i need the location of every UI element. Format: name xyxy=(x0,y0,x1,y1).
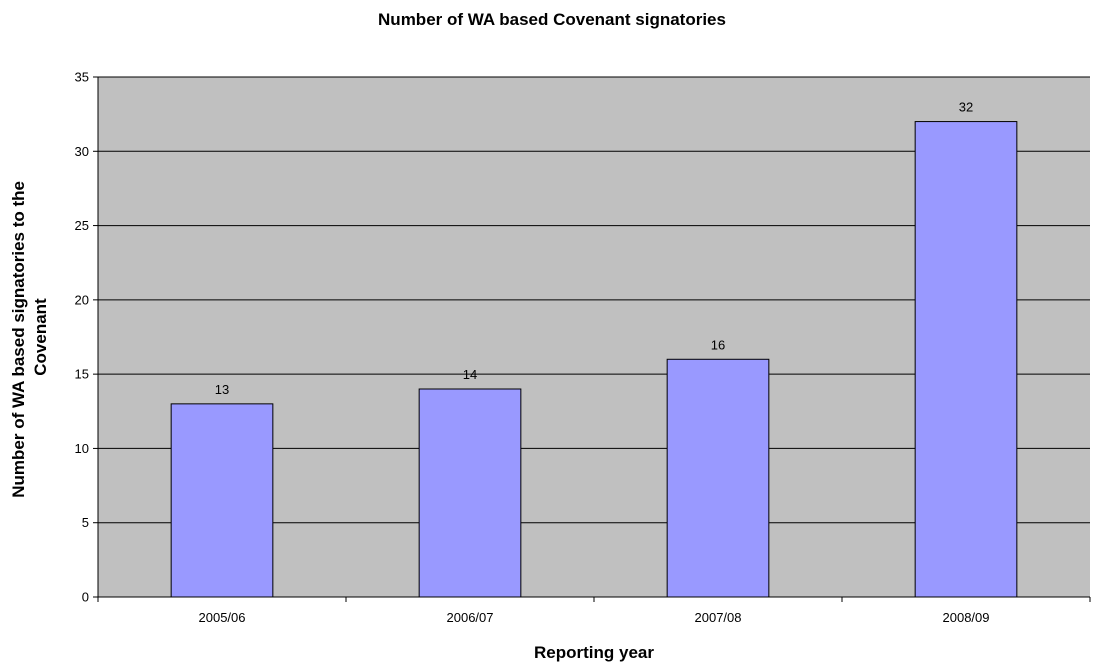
x-tick-label: 2008/09 xyxy=(943,610,990,625)
data-label: 13 xyxy=(215,382,229,397)
y-axis: 0 5 10 15 20 25 30 35 xyxy=(75,70,99,605)
y-tick-label: 0 xyxy=(82,590,89,605)
y-tick-label: 5 xyxy=(82,515,89,530)
x-tick-label: 2005/06 xyxy=(199,610,246,625)
bar xyxy=(666,358,770,598)
y-tick-label: 35 xyxy=(75,70,89,85)
data-label: 14 xyxy=(463,367,477,382)
bar xyxy=(170,403,274,598)
chart-title: Number of WA based Covenant signatories xyxy=(378,10,726,29)
bar xyxy=(418,388,522,598)
y-tick-label: 30 xyxy=(75,144,89,159)
y-tick-label: 15 xyxy=(75,367,89,382)
data-label: 32 xyxy=(959,100,973,115)
y-axis-title-line-2: Covenant xyxy=(31,298,50,376)
y-tick-label: 25 xyxy=(75,218,89,233)
data-label: 16 xyxy=(711,337,725,352)
y-axis-title: Number of WA based signatories to the Co… xyxy=(9,176,50,497)
y-tick-label: 10 xyxy=(75,441,89,456)
y-tick-label: 20 xyxy=(75,292,89,307)
x-axis: 2005/06 2006/07 2007/08 2008/09 xyxy=(97,596,1091,625)
data-labels: 13 14 16 32 xyxy=(215,100,973,397)
x-tick-label: 2006/07 xyxy=(447,610,494,625)
bar xyxy=(914,121,1018,598)
y-axis-title-line-1: Number of WA based signatories to the xyxy=(9,181,28,498)
x-tick-label: 2007/08 xyxy=(695,610,742,625)
x-axis-title: Reporting year xyxy=(534,643,654,662)
